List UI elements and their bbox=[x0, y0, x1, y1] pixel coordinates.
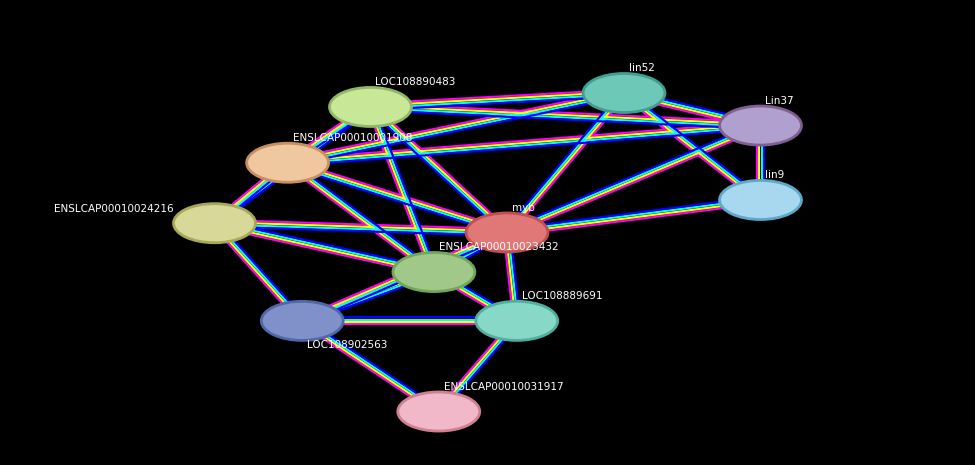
Circle shape bbox=[261, 301, 343, 340]
Circle shape bbox=[720, 106, 801, 145]
Circle shape bbox=[330, 87, 411, 126]
Text: myb: myb bbox=[512, 203, 534, 213]
Text: lin9: lin9 bbox=[765, 170, 785, 180]
Circle shape bbox=[174, 204, 255, 243]
Circle shape bbox=[398, 392, 480, 431]
Circle shape bbox=[476, 301, 558, 340]
Circle shape bbox=[583, 73, 665, 113]
Text: ENSLCAP00010024216: ENSLCAP00010024216 bbox=[54, 204, 174, 214]
Text: ENSLCAP00010001908: ENSLCAP00010001908 bbox=[292, 133, 411, 143]
Text: Lin37: Lin37 bbox=[765, 96, 794, 106]
Text: LOC108890483: LOC108890483 bbox=[375, 77, 455, 87]
Circle shape bbox=[393, 252, 475, 292]
Circle shape bbox=[466, 213, 548, 252]
Text: lin52: lin52 bbox=[629, 63, 655, 73]
Circle shape bbox=[247, 143, 329, 182]
Circle shape bbox=[720, 180, 801, 219]
Text: LOC108889691: LOC108889691 bbox=[522, 291, 603, 301]
Text: ENSLCAP00010031917: ENSLCAP00010031917 bbox=[444, 382, 564, 392]
Text: ENSLCAP00010023432: ENSLCAP00010023432 bbox=[439, 242, 559, 252]
Text: LOC108902563: LOC108902563 bbox=[307, 340, 387, 351]
